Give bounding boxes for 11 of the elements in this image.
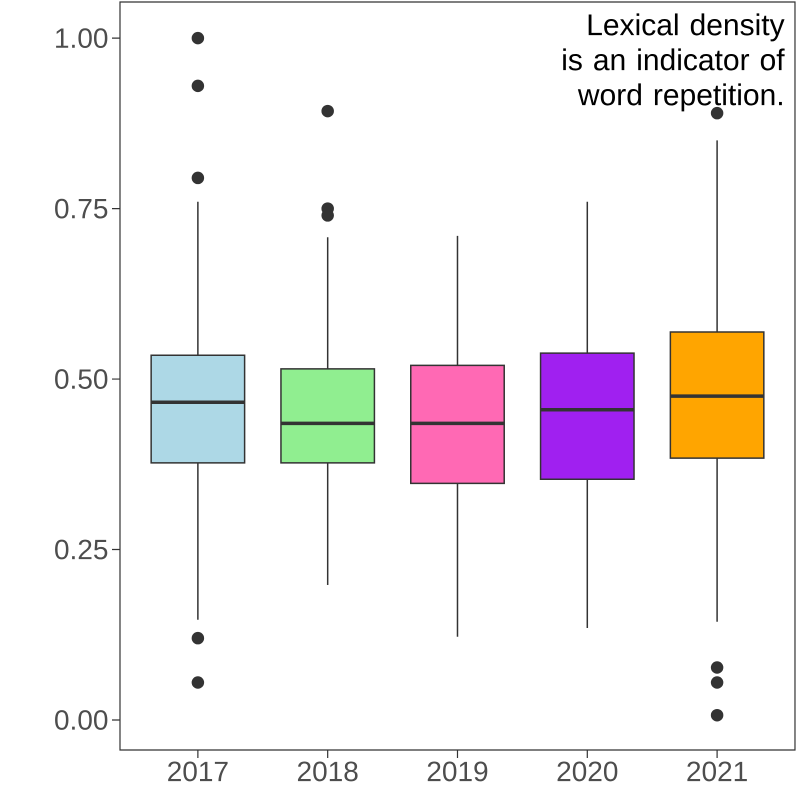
x-tick-label: 2021	[687, 762, 747, 782]
x-tick-label: 2020	[558, 762, 618, 782]
annotation: Lexical density is an indicator of word repetition.	[563, 13, 785, 112]
y-tick-label: 0.75	[55, 198, 108, 219]
y-tick-label: 0.50	[55, 369, 108, 389]
y-tick-label: 0.00	[55, 710, 108, 730]
x-tick-label: 2018	[298, 762, 358, 782]
x-tick-label: 2019	[428, 762, 488, 782]
y-tick-label: 0.25	[55, 540, 108, 560]
y-tick-label: 1.00	[56, 28, 108, 48]
x-tick-label: 2017	[168, 762, 228, 782]
